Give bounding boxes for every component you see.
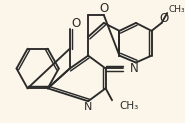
Text: N: N: [130, 62, 138, 75]
Text: CH₃: CH₃: [119, 101, 139, 111]
Text: N: N: [84, 102, 92, 112]
Text: O: O: [99, 2, 108, 15]
Text: O: O: [72, 17, 81, 30]
Text: O: O: [160, 12, 169, 25]
Text: CH₃: CH₃: [168, 5, 185, 14]
